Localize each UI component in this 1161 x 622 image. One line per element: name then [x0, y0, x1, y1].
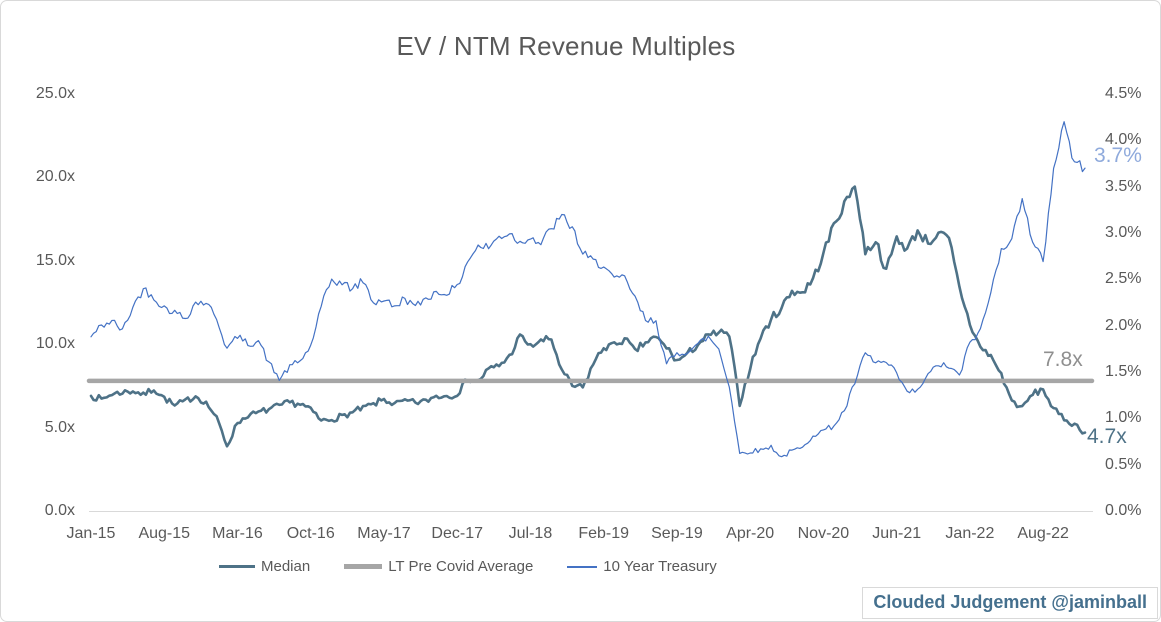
legend-label-treasury: 10 Year Treasury: [603, 558, 717, 575]
right-axis-tick-label: 2.5%: [1105, 270, 1142, 288]
left-axis-tick-label: 15.0x: [35, 251, 75, 269]
x-axis-tick-label: Feb-19: [578, 525, 630, 542]
median-line: [89, 185, 1087, 448]
median-last-value-label: 4.7x: [1087, 425, 1127, 448]
right-axis-tick-label: 3.5%: [1105, 177, 1142, 195]
right-axis-tick-label: 4.5%: [1105, 85, 1142, 102]
x-axis-tick-label: Aug-15: [138, 525, 191, 542]
x-axis-tick-label: Jun-21: [872, 525, 922, 542]
legend-label-lt-average: LT Pre Covid Average: [388, 558, 534, 575]
legend: Median LT Pre Covid Average 10 Year Trea…: [219, 558, 717, 575]
x-axis-tick-label: Aug-22: [1017, 525, 1069, 542]
legend-label-median: Median: [261, 558, 311, 575]
right-axis-tick-label: 2.0%: [1105, 316, 1142, 334]
x-axis-tick-label: Apr-20: [726, 525, 775, 542]
x-axis-tick-label: Sep-19: [651, 525, 703, 542]
median-line-swatch-icon: [219, 565, 255, 568]
left-axis-tick-label: 25.0x: [35, 85, 75, 102]
x-axis-line: [89, 511, 1093, 512]
left-axis-tick-label: 10.0x: [35, 335, 75, 353]
lt-average-value-label: 7.8x: [1043, 348, 1083, 371]
left-axis-tick-label: 0.0x: [44, 502, 75, 519]
legend-item-median: Median: [219, 558, 310, 575]
right-axis-tick-label: 0.5%: [1105, 455, 1142, 473]
x-axis-tick-label: Jan-22: [945, 525, 995, 542]
x-axis-tick-label: Jul-18: [508, 525, 553, 542]
x-axis-tick-label: Jan-15: [66, 525, 116, 542]
attribution: Clouded Judgement @jaminball: [862, 587, 1158, 619]
legend-item-lt-average: LT Pre Covid Average: [344, 558, 533, 575]
left-axis-tick-label: 5.0x: [44, 418, 75, 436]
treasury-last-value-label: 3.7%: [1094, 144, 1142, 167]
left-axis-tick-label: 20.0x: [35, 168, 75, 186]
x-axis-tick-label: May-17: [357, 525, 411, 542]
chart-title: EV / NTM Revenue Multiples: [396, 31, 736, 61]
x-axis-tick-label: Nov-20: [797, 525, 850, 542]
x-axis-tick-label: Dec-17: [431, 525, 483, 542]
treasury-line-swatch-icon: [567, 565, 598, 568]
x-axis-tick-label: Oct-16: [286, 525, 335, 542]
lt-average-line-swatch-icon: [344, 564, 383, 569]
right-axis-tick-label: 1.0%: [1105, 409, 1142, 427]
right-axis-tick-label: 3.0%: [1105, 224, 1142, 241]
legend-item-treasury: 10 Year Treasury: [567, 558, 717, 575]
right-axis-tick-label: 0.0%: [1105, 502, 1142, 519]
right-axis-tick-label: 4.0%: [1105, 131, 1142, 149]
x-axis-tick-label: Mar-16: [212, 525, 263, 542]
treasury-line: [90, 121, 1086, 458]
right-axis-tick-label: 1.5%: [1105, 363, 1142, 380]
